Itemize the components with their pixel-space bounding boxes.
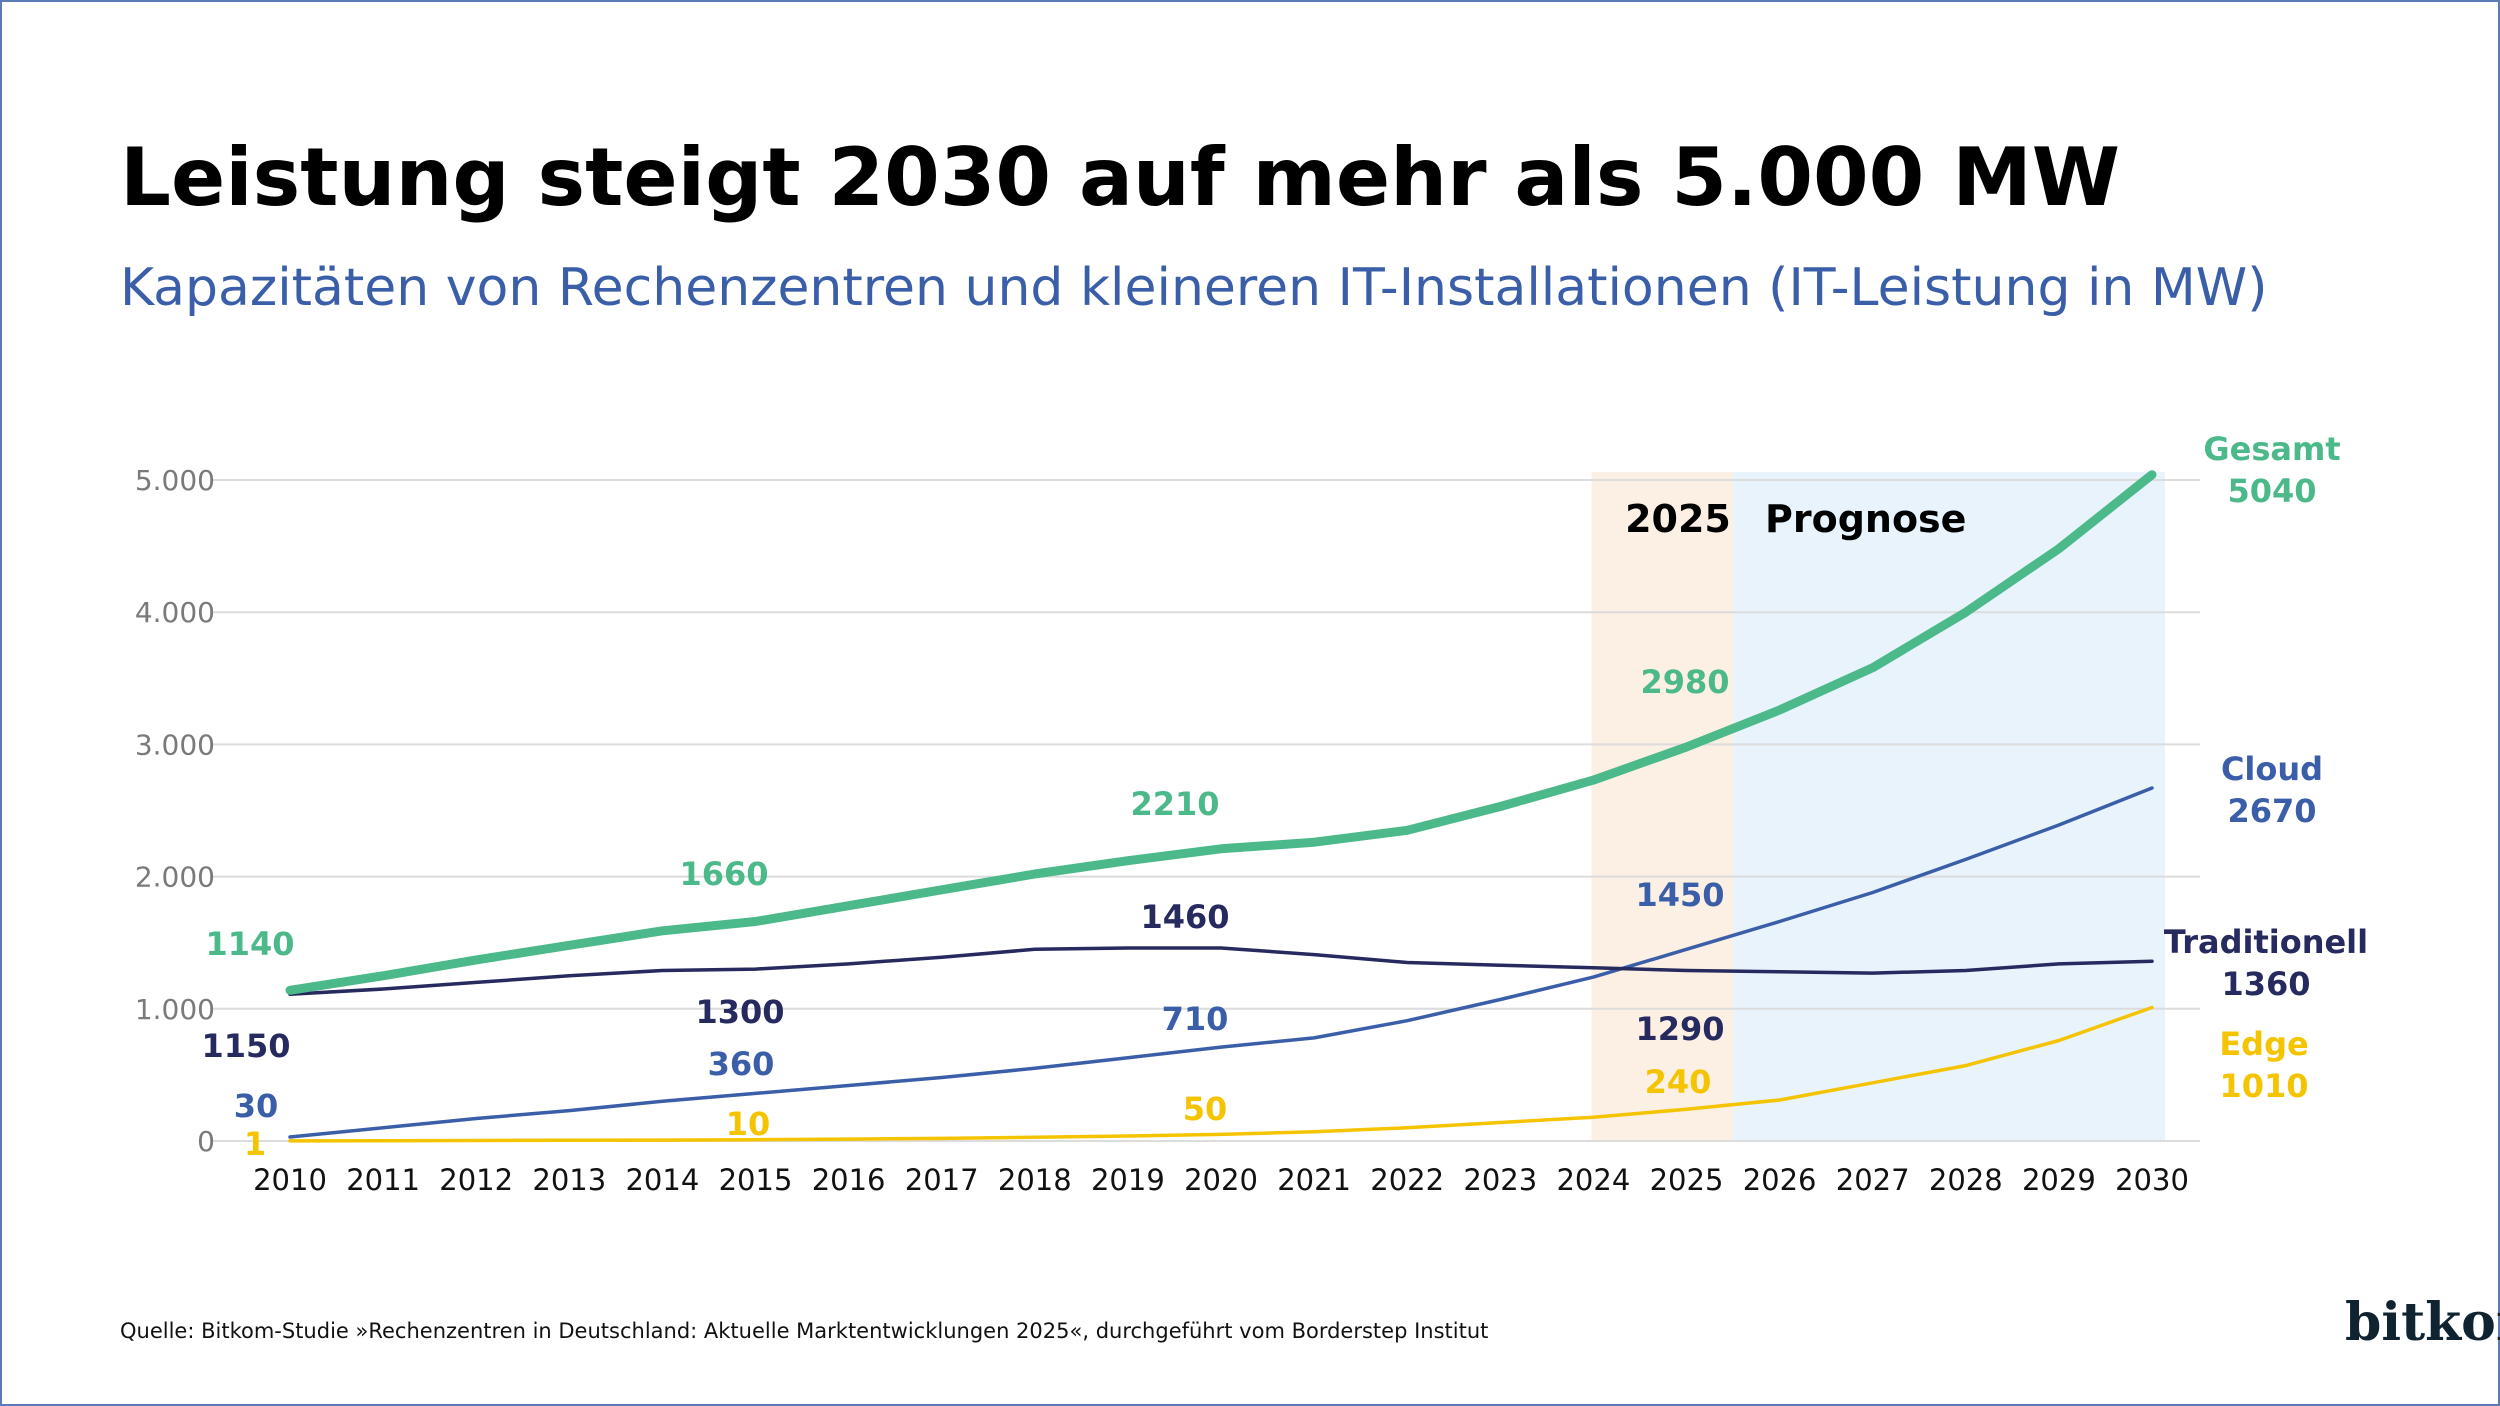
series-line-traditionell (288, 946, 2154, 997)
x-tick-label: 2029 (2022, 1163, 2096, 1197)
data-label-gesamt: 1140 (205, 925, 294, 963)
series-end-value-gesamt: 5040 (2227, 472, 2316, 510)
series-name-traditionell: Traditionell (2164, 923, 2368, 961)
series-line-gesamt (285, 470, 2157, 995)
x-tick-label: 2013 (532, 1163, 606, 1197)
data-label-traditionell: 1460 (1140, 898, 1229, 936)
highlight-year-label: 2025 (1625, 497, 1731, 541)
y-tick-label: 5.000 (135, 464, 215, 497)
data-label-cloud: 710 (1162, 1000, 1229, 1038)
band-prognose (1733, 472, 2165, 1141)
data-label-edge: 10 (726, 1105, 771, 1143)
chart-subtitle: Kapazitäten von Rechenzentren und kleine… (120, 258, 2268, 318)
x-tick-label: 2030 (2115, 1163, 2189, 1197)
x-tick-label: 2028 (1929, 1163, 2003, 1197)
data-label-gesamt: 2210 (1130, 785, 1219, 823)
x-tick-label: 2019 (1091, 1163, 1165, 1197)
y-tick-label: 4.000 (135, 596, 215, 629)
x-tick-label: 2020 (1184, 1163, 1258, 1197)
x-tick-label: 2012 (439, 1163, 513, 1197)
data-label-traditionell: 1290 (1635, 1010, 1724, 1048)
series-end-value-traditionell: 1360 (2221, 965, 2310, 1003)
series-name-cloud: Cloud (2221, 750, 2323, 788)
x-tick-label: 2027 (1836, 1163, 1910, 1197)
svg-text:bitkom: bitkom (2345, 1292, 2500, 1353)
series-end-value-cloud: 2670 (2227, 792, 2316, 830)
y-tick-label: 3.000 (135, 728, 215, 761)
x-tick-label: 2016 (812, 1163, 886, 1197)
x-tick-label: 2015 (719, 1163, 793, 1197)
x-tick-label: 2018 (998, 1163, 1072, 1197)
x-tick-label: 2021 (1277, 1163, 1351, 1197)
x-tick-label: 2022 (1370, 1163, 1444, 1197)
series-end-value-edge: 1010 (2219, 1067, 2308, 1105)
y-tick-label: 1.000 (135, 993, 215, 1026)
x-tick-label: 2025 (1650, 1163, 1724, 1197)
x-tick-label: 2011 (346, 1163, 420, 1197)
band-2025 (1591, 472, 1734, 1141)
data-label-edge: 1 (244, 1125, 266, 1163)
series-line-cloud (288, 786, 2154, 1139)
x-tick-label: 2010 (253, 1163, 327, 1197)
source-note: Quelle: Bitkom-Studie »Rechenzentren in … (120, 1319, 1488, 1343)
data-label-edge: 50 (1183, 1090, 1228, 1128)
y-tick-label: 0 (197, 1125, 215, 1158)
bitkom-logo: bitkom (2345, 1292, 2500, 1353)
series-name-gesamt: Gesamt (2203, 430, 2340, 468)
data-label-traditionell: 1150 (201, 1027, 290, 1065)
data-label-gesamt: 1660 (679, 855, 768, 893)
x-tick-label: 2026 (1743, 1163, 1817, 1197)
series-name-edge: Edge (2219, 1025, 2308, 1063)
x-tick-label: 2017 (905, 1163, 979, 1197)
data-label-edge: 240 (1645, 1063, 1712, 1101)
x-tick-label: 2014 (625, 1163, 699, 1197)
x-tick-label: 2023 (1463, 1163, 1537, 1197)
forecast-label: Prognose (1765, 497, 1966, 541)
x-tick-label: 2024 (1556, 1163, 1630, 1197)
data-label-cloud: 1450 (1635, 876, 1724, 914)
data-label-gesamt: 2980 (1640, 663, 1729, 701)
data-label-cloud: 30 (234, 1087, 279, 1125)
y-tick-label: 2.000 (135, 861, 215, 894)
data-label-cloud: 360 (708, 1045, 775, 1083)
chart-title: Leistung steigt 2030 auf mehr als 5.000 … (120, 131, 2120, 224)
data-label-traditionell: 1300 (695, 993, 784, 1031)
series-line-edge (288, 1005, 2154, 1143)
